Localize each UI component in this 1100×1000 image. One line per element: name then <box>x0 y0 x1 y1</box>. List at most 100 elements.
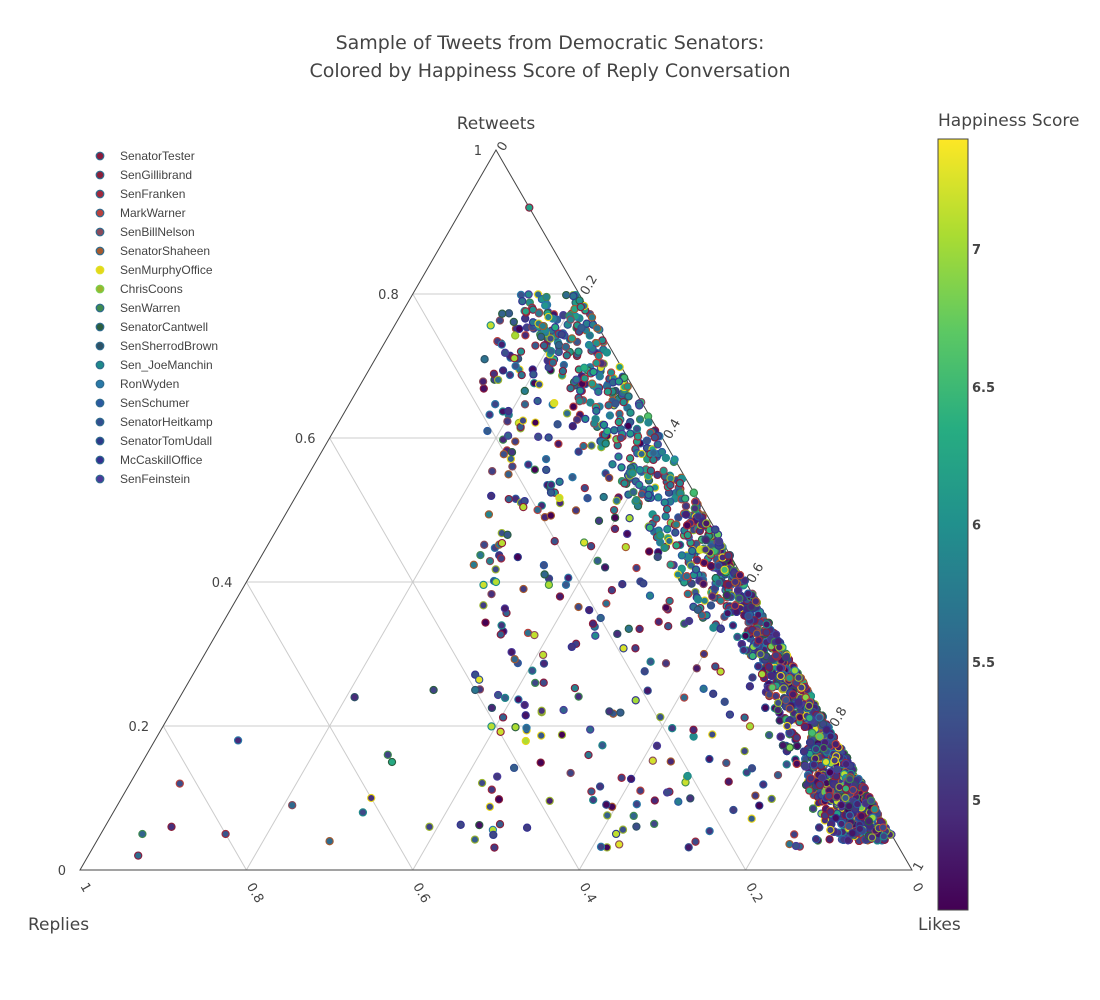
scatter-point[interactable] <box>609 505 619 515</box>
scatter-point[interactable] <box>672 520 681 529</box>
scatter-point[interactable] <box>491 565 500 574</box>
scatter-point[interactable] <box>754 610 763 619</box>
legend-item[interactable]: SenatorHeitkamp <box>95 415 213 429</box>
scatter-point[interactable] <box>608 460 617 469</box>
scatter-point[interactable] <box>539 341 549 350</box>
scatter-point[interactable] <box>510 354 519 363</box>
scatter-point[interactable] <box>478 377 488 386</box>
scatter-point[interactable] <box>586 398 595 407</box>
scatter-point[interactable] <box>553 420 562 429</box>
scatter-point[interactable] <box>587 441 596 450</box>
scatter-point[interactable] <box>621 542 630 552</box>
scatter-point[interactable] <box>479 580 488 590</box>
scatter-point[interactable] <box>593 324 602 333</box>
scatter-point[interactable] <box>632 800 641 809</box>
scatter-point[interactable] <box>632 822 641 831</box>
scatter-point[interactable] <box>631 696 640 705</box>
scatter-point[interactable] <box>645 523 654 532</box>
scatter-point[interactable] <box>545 796 554 806</box>
scatter-point[interactable] <box>505 370 515 380</box>
scatter-point[interactable] <box>670 455 679 464</box>
scatter-point[interactable] <box>683 589 692 599</box>
scatter-point[interactable] <box>540 570 549 579</box>
scatter-point[interactable] <box>522 723 531 733</box>
scatter-point[interactable] <box>600 563 610 572</box>
scatter-point[interactable] <box>572 415 582 424</box>
scatter-point[interactable] <box>776 671 785 681</box>
legend-item[interactable]: RonWyden <box>95 377 179 391</box>
scatter-point[interactable] <box>843 836 853 845</box>
scatter-point[interactable] <box>791 841 801 851</box>
scatter-point[interactable] <box>566 384 575 393</box>
scatter-point[interactable] <box>683 530 692 540</box>
scatter-point[interactable] <box>521 736 530 746</box>
scatter-point[interactable] <box>860 784 869 793</box>
scatter-point[interactable] <box>680 693 689 702</box>
scatter-point[interactable] <box>511 361 520 371</box>
scatter-point[interactable] <box>845 811 854 820</box>
scatter-point[interactable] <box>635 401 644 410</box>
scatter-point[interactable] <box>592 339 601 348</box>
scatter-point[interactable] <box>700 596 709 605</box>
scatter-point[interactable] <box>666 474 675 483</box>
scatter-point[interactable] <box>574 602 583 612</box>
scatter-point[interactable] <box>644 490 653 500</box>
scatter-point[interactable] <box>659 466 668 475</box>
scatter-point[interactable] <box>541 301 550 310</box>
scatter-point[interactable] <box>855 824 865 834</box>
scatter-point[interactable] <box>623 382 632 391</box>
scatter-point[interactable] <box>626 429 635 438</box>
scatter-point[interactable] <box>653 552 662 562</box>
scatter-point[interactable] <box>485 410 494 419</box>
scatter-point[interactable] <box>580 363 589 372</box>
scatter-point[interactable] <box>546 511 556 520</box>
scatter-point[interactable] <box>479 384 488 393</box>
scatter-point[interactable] <box>477 778 487 788</box>
scatter-point[interactable] <box>618 580 627 589</box>
scatter-point[interactable] <box>822 725 831 734</box>
scatter-point[interactable] <box>611 399 620 408</box>
scatter-point[interactable] <box>591 414 600 424</box>
scatter-point[interactable] <box>684 616 694 626</box>
scatter-point[interactable] <box>626 774 636 784</box>
scatter-point[interactable] <box>665 536 674 546</box>
scatter-point[interactable] <box>733 632 742 642</box>
scatter-point[interactable] <box>580 374 589 383</box>
scatter-point[interactable] <box>617 463 626 472</box>
scatter-point[interactable] <box>233 736 243 745</box>
scatter-point[interactable] <box>643 686 652 695</box>
scatter-point[interactable] <box>661 512 670 521</box>
scatter-point[interactable] <box>785 728 794 737</box>
scatter-point[interactable] <box>498 309 507 318</box>
scatter-point[interactable] <box>649 448 658 458</box>
scatter-point[interactable] <box>586 725 595 734</box>
scatter-point[interactable] <box>521 331 530 340</box>
legend-item[interactable]: SenGillibrand <box>95 168 192 182</box>
scatter-point[interactable] <box>571 506 581 515</box>
scatter-point[interactable] <box>826 825 835 835</box>
scatter-point[interactable] <box>539 659 549 668</box>
scatter-point[interactable] <box>167 822 176 831</box>
scatter-point[interactable] <box>561 342 571 352</box>
scatter-point[interactable] <box>546 488 556 497</box>
scatter-point[interactable] <box>550 398 559 408</box>
scatter-point[interactable] <box>629 811 638 821</box>
scatter-point[interactable] <box>589 795 598 805</box>
scatter-point[interactable] <box>708 592 717 601</box>
scatter-point[interactable] <box>610 513 620 522</box>
scatter-point[interactable] <box>615 362 624 372</box>
scatter-point[interactable] <box>221 829 230 839</box>
scatter-point[interactable] <box>584 750 593 760</box>
scatter-point[interactable] <box>618 825 628 834</box>
scatter-point[interactable] <box>598 741 607 750</box>
scatter-point[interactable] <box>751 597 760 606</box>
scatter-point[interactable] <box>574 692 583 701</box>
scatter-point[interactable] <box>595 782 605 791</box>
scatter-point[interactable] <box>554 439 563 449</box>
scatter-point[interactable] <box>516 347 526 356</box>
scatter-point[interactable] <box>528 666 537 675</box>
scatter-point[interactable] <box>566 315 575 324</box>
scatter-point[interactable] <box>662 788 672 797</box>
scatter-point[interactable] <box>485 802 495 811</box>
scatter-point[interactable] <box>672 541 681 550</box>
